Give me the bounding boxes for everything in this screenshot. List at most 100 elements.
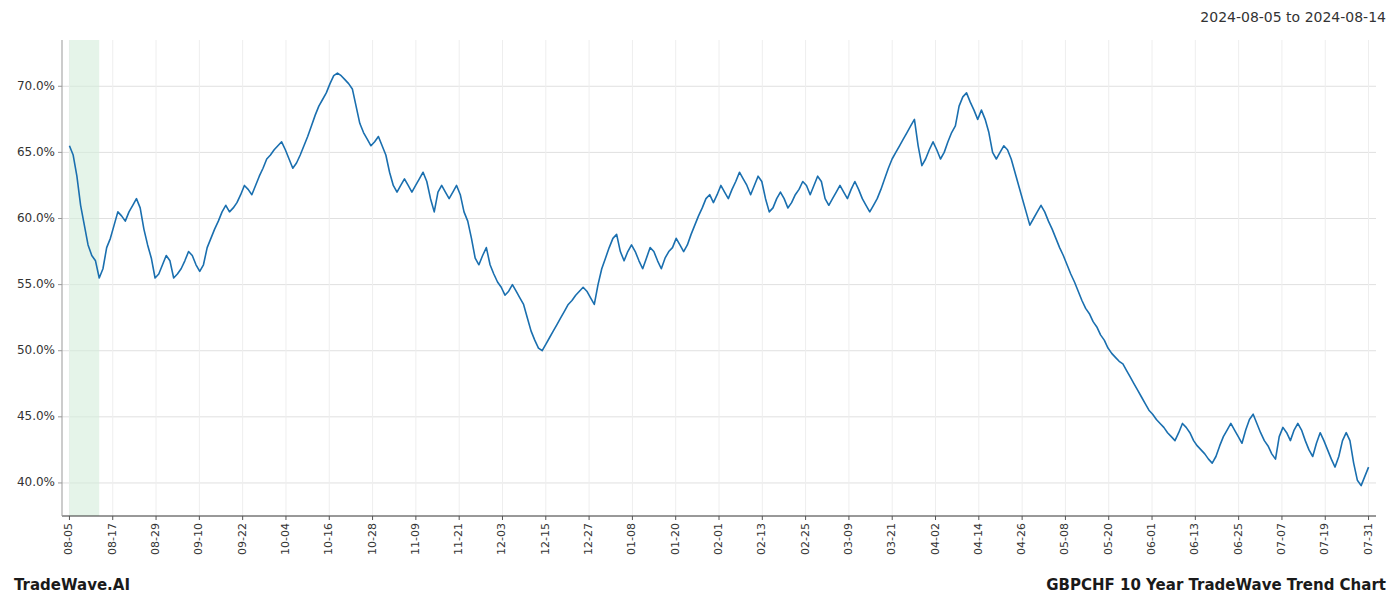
x-tick-label: 01-20 <box>669 523 682 555</box>
x-grid-line <box>372 40 373 516</box>
x-tick <box>242 516 243 520</box>
x-grid-line <box>1022 40 1023 516</box>
y-tick <box>58 218 62 219</box>
x-grid-line <box>1152 40 1153 516</box>
y-tick-label: 70.0% <box>17 79 55 93</box>
title: 2024-08-05 to 2024-08-14 <box>1200 9 1386 25</box>
x-grid-line <box>199 40 200 516</box>
chart-container: 40.0%45.0%50.0%55.0%60.0%65.0%70.0%08-05… <box>0 0 1400 600</box>
x-tick-label: 04-26 <box>1015 523 1028 555</box>
x-tick-label: 08-29 <box>149 523 162 555</box>
x-grid-line <box>329 40 330 516</box>
x-tick-label: 09-10 <box>192 523 205 555</box>
x-tick-label: 08-05 <box>62 523 75 555</box>
y-tick <box>58 152 62 153</box>
x-tick <box>1368 516 1369 520</box>
y-tick <box>58 284 62 285</box>
x-tick <box>589 516 590 520</box>
x-grid-line <box>762 40 763 516</box>
x-grid-line <box>935 40 936 516</box>
x-tick <box>1281 516 1282 520</box>
x-tick-label: 06-25 <box>1232 523 1245 555</box>
x-tick <box>285 516 286 520</box>
x-tick-label: 07-31 <box>1362 523 1375 555</box>
highlight-band <box>69 40 99 516</box>
x-grid-line <box>459 40 460 516</box>
x-tick <box>329 516 330 520</box>
x-tick-label: 08-17 <box>106 523 119 555</box>
x-tick <box>545 516 546 520</box>
x-grid-line <box>892 40 893 516</box>
x-tick <box>112 516 113 520</box>
x-tick-label: 06-01 <box>1145 523 1158 555</box>
x-grid-line <box>1108 40 1109 516</box>
y-tick-label: 40.0% <box>17 475 55 489</box>
x-grid-line <box>1281 40 1282 516</box>
x-grid-line <box>848 40 849 516</box>
x-tick-label: 07-07 <box>1275 523 1288 555</box>
y-tick-label: 45.0% <box>17 409 55 423</box>
y-axis-line <box>62 40 63 516</box>
grid <box>62 40 1376 516</box>
x-tick <box>1108 516 1109 520</box>
x-tick <box>762 516 763 520</box>
x-tick-label: 03-21 <box>885 523 898 555</box>
x-tick-label: 10-04 <box>279 523 292 555</box>
x-grid-line <box>1238 40 1239 516</box>
axes: 40.0%45.0%50.0%55.0%60.0%65.0%70.0%08-05… <box>17 40 1376 555</box>
x-grid-line <box>1065 40 1066 516</box>
x-grid-line <box>675 40 676 516</box>
x-tick-label: 03-09 <box>842 523 855 555</box>
x-tick <box>199 516 200 520</box>
x-grid-line <box>1368 40 1369 516</box>
plot-area <box>69 40 1368 516</box>
x-tick <box>415 516 416 520</box>
y-tick <box>58 350 62 351</box>
x-tick-label: 11-09 <box>409 523 422 555</box>
x-tick <box>675 516 676 520</box>
y-tick-label: 55.0% <box>17 277 55 291</box>
x-grid-line <box>978 40 979 516</box>
x-tick-label: 06-13 <box>1188 523 1201 555</box>
x-tick <box>978 516 979 520</box>
x-tick <box>69 516 70 520</box>
x-tick-label: 12-15 <box>539 523 552 555</box>
x-tick-label: 04-02 <box>929 523 942 555</box>
y-tick <box>58 86 62 87</box>
x-grid-line <box>242 40 243 516</box>
x-grid-line <box>719 40 720 516</box>
footer-left: TradeWave.AI <box>14 576 130 594</box>
x-tick <box>156 516 157 520</box>
x-grid-line <box>589 40 590 516</box>
x-tick <box>1022 516 1023 520</box>
x-tick-label: 09-22 <box>236 523 249 555</box>
y-tick-label: 60.0% <box>17 211 55 225</box>
x-grid-line <box>285 40 286 516</box>
x-tick <box>1238 516 1239 520</box>
x-tick-label: 12-27 <box>582 523 595 555</box>
trend-line <box>69 73 1368 486</box>
x-tick <box>1065 516 1066 520</box>
y-tick <box>58 482 62 483</box>
x-tick-label: 05-08 <box>1058 523 1071 555</box>
x-tick <box>805 516 806 520</box>
y-tick <box>58 416 62 417</box>
x-tick-label: 02-25 <box>799 523 812 555</box>
x-tick <box>459 516 460 520</box>
x-tick-label: 07-19 <box>1318 523 1331 555</box>
x-tick-label: 10-16 <box>322 523 335 555</box>
x-tick <box>935 516 936 520</box>
x-tick-label: 02-13 <box>755 523 768 555</box>
x-grid-line <box>112 40 113 516</box>
x-tick <box>719 516 720 520</box>
x-tick-label: 05-20 <box>1102 523 1115 555</box>
x-tick-label: 04-14 <box>972 523 985 555</box>
x-grid-line <box>805 40 806 516</box>
y-tick-label: 50.0% <box>17 343 55 357</box>
x-grid-line <box>415 40 416 516</box>
x-tick <box>848 516 849 520</box>
x-tick <box>1195 516 1196 520</box>
x-tick <box>372 516 373 520</box>
x-tick <box>632 516 633 520</box>
chart-svg: 40.0%45.0%50.0%55.0%60.0%65.0%70.0%08-05… <box>0 0 1400 600</box>
